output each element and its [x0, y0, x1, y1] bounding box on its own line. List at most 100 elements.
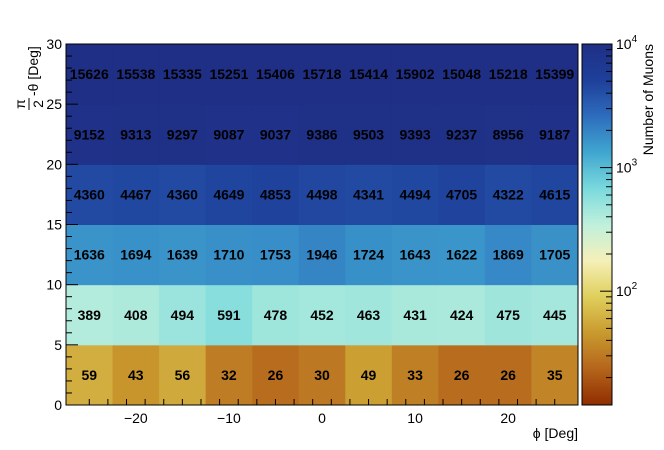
cell-value-label: 26	[454, 367, 470, 383]
heatmap-cell	[298, 104, 346, 165]
cell-value-label: 9503	[353, 126, 384, 142]
cell-value-label: 15414	[349, 66, 388, 82]
cell-value-label: 591	[217, 307, 241, 323]
y-title-two: 2	[30, 100, 46, 108]
cell-value-label: 9386	[306, 126, 337, 142]
cell-value-label: 1694	[120, 247, 151, 263]
heatmap-cell	[252, 224, 300, 286]
heatmap-cell	[345, 44, 393, 105]
cell-value-label: 15538	[116, 66, 155, 82]
cell-value-label: 26	[500, 367, 516, 383]
heatmap-cell	[438, 284, 486, 346]
heatmap-cell	[112, 344, 160, 406]
cell-value-label: 1753	[260, 247, 291, 263]
heatmap-cell	[438, 44, 486, 105]
heatmap-cell	[438, 164, 486, 225]
y-tick-label: 15	[46, 217, 62, 233]
cell-value-label: 33	[407, 367, 423, 383]
heatmap-cell	[298, 224, 346, 286]
color-scale-bar: 102 103 104	[581, 34, 638, 406]
heatmap-cell	[345, 164, 393, 225]
heatmap-cell	[252, 164, 300, 225]
x-tick-label: 20	[500, 410, 516, 426]
heatmap-cell	[298, 164, 346, 225]
heatmap-cell	[438, 344, 486, 406]
heatmap-cell	[345, 344, 393, 406]
heatmap-cell	[531, 224, 579, 286]
cell-value-label: 4615	[539, 186, 570, 202]
heatmap-cell	[66, 164, 114, 225]
heatmap-cell	[531, 44, 579, 105]
x-axis-title: ϕ [Deg]	[533, 425, 578, 441]
heatmap-cell	[66, 44, 114, 105]
heatmap-cell	[66, 284, 114, 346]
cell-value-label: 4494	[400, 186, 431, 202]
cell-value-label: 30	[314, 367, 330, 383]
y-tick-label: 25	[46, 96, 62, 112]
heatmap-cell	[252, 344, 300, 406]
cell-value-label: 9237	[446, 126, 477, 142]
heatmap-cell	[159, 44, 207, 105]
heatmap-cell	[531, 344, 579, 406]
heatmap-cell	[205, 104, 253, 165]
colorbar-tick-label: 103	[616, 158, 638, 176]
cell-value-label: 9297	[167, 126, 198, 142]
heatmap-cell	[159, 164, 207, 225]
heatmap-cell	[205, 44, 253, 105]
y-tick-label: 5	[54, 337, 62, 353]
y-axis-title: π 2 -θ [Deg]	[12, 46, 46, 110]
heatmap-cell	[391, 104, 439, 165]
heatmap-cell	[391, 284, 439, 346]
cell-value-label: 431	[403, 307, 427, 323]
cell-value-label: 15335	[163, 66, 202, 82]
cell-value-label: 4498	[306, 186, 337, 202]
heatmap-cell	[484, 104, 532, 165]
cell-value-label: 9393	[400, 126, 431, 142]
cell-value-label: 43	[128, 367, 144, 383]
heatmap-cell	[484, 344, 532, 406]
cell-value-label: 1946	[306, 247, 337, 263]
colorbar-title: Number of Muons	[640, 44, 656, 155]
cell-value-label: 1705	[539, 247, 570, 263]
cell-value-label: 59	[81, 367, 97, 383]
heatmap-cell	[298, 44, 346, 105]
heatmap-cell	[345, 104, 393, 165]
cell-value-label: 445	[543, 307, 567, 323]
x-axis: −20 −10 0 10 20	[88, 399, 556, 426]
cell-value-label: 4341	[353, 186, 384, 202]
cell-value-label: 478	[264, 307, 288, 323]
colorbar-tick-label: 102	[616, 281, 638, 299]
cell-value-label: 1636	[74, 247, 105, 263]
cell-value-label: 15399	[535, 66, 574, 82]
heatmap-cell	[205, 224, 253, 286]
cell-value-label: 26	[268, 367, 284, 383]
cell-value-label: 1643	[400, 247, 431, 263]
heatmap-cell	[252, 44, 300, 105]
cell-value-label: 49	[361, 367, 377, 383]
cell-value-label: 9313	[120, 126, 151, 142]
colorbar-gradient	[581, 43, 613, 406]
heatmap-cell	[205, 164, 253, 225]
heatmap-cell	[298, 284, 346, 346]
heatmap-cell	[484, 284, 532, 346]
cell-value-label: 15048	[442, 66, 481, 82]
heatmap-cell	[531, 284, 579, 346]
heatmap-cell	[112, 164, 160, 225]
cell-value-label: 4322	[493, 186, 524, 202]
cell-value-label: 8956	[493, 126, 524, 142]
cell-value-label: 424	[450, 307, 474, 323]
cell-value-label: 389	[78, 307, 102, 323]
x-tick-label: 0	[318, 410, 326, 426]
cell-value-label: 1639	[167, 247, 198, 263]
heatmap-cell	[159, 284, 207, 346]
x-tick-label: −10	[217, 410, 241, 426]
heatmap-cell	[159, 224, 207, 286]
cell-value-label: 15218	[489, 66, 528, 82]
heatmap-cell	[205, 284, 253, 346]
heatmap-cell	[438, 104, 486, 165]
y-axis: 0 5 10 15 20 25 30	[46, 36, 78, 413]
heatmap-cell	[345, 224, 393, 286]
heatmap-cell	[112, 224, 160, 286]
heatmap-cell	[112, 44, 160, 105]
